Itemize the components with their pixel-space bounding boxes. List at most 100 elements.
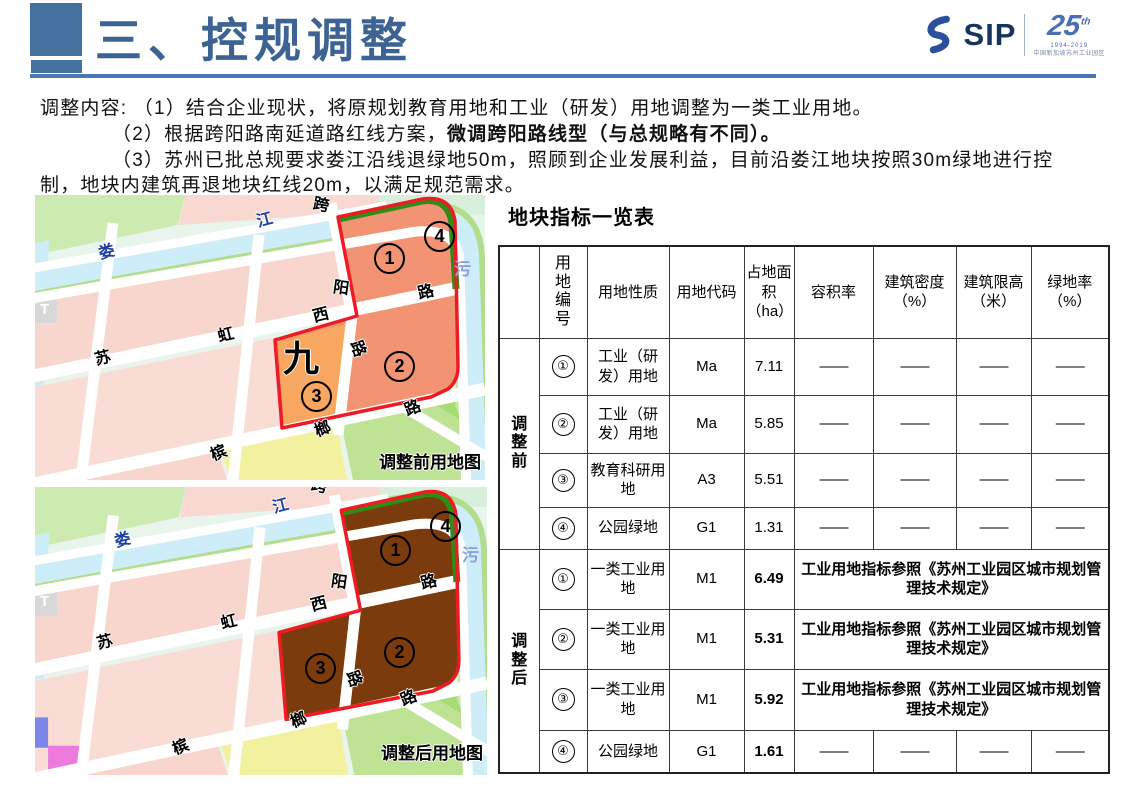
value-cell: —— xyxy=(1030,394,1110,454)
value-cell: —— xyxy=(872,452,957,508)
map-water-label: 污 xyxy=(462,546,479,565)
header-cell-plot-no: 用地编号 xyxy=(538,245,588,339)
area-cell: 5.31 xyxy=(743,608,795,670)
plot-number-1: 1 xyxy=(380,535,411,566)
area-cell: 5.92 xyxy=(743,668,795,731)
plot-number-3: 3 xyxy=(305,653,336,684)
value-cell: —— xyxy=(793,729,874,774)
table-title: 地块指标一览表 xyxy=(508,207,655,229)
value-cell: —— xyxy=(955,337,1032,396)
plot-no-cell: ③ xyxy=(538,452,588,508)
note-cell: 工业用地指标参照《苏州工业园区城市规划管理技术规定》 xyxy=(793,668,1110,731)
table-row: ④ 公园绿地 G1 1.61 —— —— —— —— xyxy=(499,729,1110,774)
nature-cell: 公园绿地 xyxy=(586,506,670,550)
nature-cell: 教育科研用地 xyxy=(586,452,670,508)
value-cell: —— xyxy=(1030,452,1110,508)
header-cell-blank xyxy=(498,245,540,339)
header-cell-height: 建筑限高（米） xyxy=(955,245,1032,339)
table-row: ③ 教育科研用地 A3 5.51 —— —— —— —— xyxy=(499,452,1110,508)
value-cell: —— xyxy=(1030,337,1110,396)
map-text-label: T xyxy=(40,301,50,318)
table-row: 调整后 ① 一类工业用地 M1 6.49 工业用地指标参照《苏州工业园区城市规划… xyxy=(498,548,1110,774)
nature-cell: 一类工业用地 xyxy=(586,668,670,731)
plot-index-table: 用地编号 用地性质 用地代码 占地面积（ha） 容积率 建筑密度（%） 建筑限高… xyxy=(498,245,1110,774)
map-water-label: 污 xyxy=(454,260,471,279)
intro-line-3: （3）苏州已批总规要求娄江沿线退绿地50m，照顾到企业发展利益，目前沿娄江地块按… xyxy=(112,150,1054,171)
value-cell: —— xyxy=(955,394,1032,454)
plot-number-4: 4 xyxy=(424,221,455,252)
code-cell: A3 xyxy=(668,452,745,508)
area-cell: 7.11 xyxy=(743,337,795,396)
map-before-caption: 调整前用地图 xyxy=(379,453,481,472)
value-cell: —— xyxy=(793,394,874,454)
header-cell-area: 占地面积（ha） xyxy=(743,245,795,339)
title-accent-bar xyxy=(31,60,82,73)
sip-logo: SIP 25th 1994-2019 中国新加坡苏州工业园区 xyxy=(920,10,1105,57)
nature-cell: 一类工业用地 xyxy=(586,548,670,610)
map-after-caption: 调整后用地图 xyxy=(381,744,483,763)
area-cell: 5.85 xyxy=(743,394,795,454)
plot-number-2: 2 xyxy=(384,351,415,382)
plot-number-1: 1 xyxy=(374,243,405,274)
table-row: ③ 一类工业用地 M1 5.92 工业用地指标参照《苏州工业园区城市规划管理技术… xyxy=(499,668,1110,731)
header-cell-green: 绿地率（%） xyxy=(1030,245,1110,339)
map-text-label: 九 xyxy=(283,338,320,379)
map-road-label: 阳 xyxy=(331,278,351,299)
page-title: 三、控规调整 xyxy=(95,14,413,67)
area-cell: 6.49 xyxy=(743,548,795,610)
sip-swirl-icon xyxy=(927,15,950,53)
value-cell: —— xyxy=(955,452,1032,508)
map-after: 娄 江 跨 阳 西 虹 苏 路 路 路 榔 槟 污 T 1 2 3 4 调整后用… xyxy=(35,487,487,775)
header-cell-code: 用地代码 xyxy=(668,245,745,339)
table-row: ② 工业（研发）用地 Ma 5.85 —— —— —— —— xyxy=(499,394,1110,454)
code-cell: Ma xyxy=(668,394,745,454)
code-cell: G1 xyxy=(668,729,745,774)
nature-cell: 公园绿地 xyxy=(586,729,670,774)
code-cell: M1 xyxy=(668,668,745,731)
header-cell-nature: 用地性质 xyxy=(586,245,670,339)
table-row: ④ 公园绿地 G1 1.31 —— —— —— —— xyxy=(499,506,1110,550)
note-cell: 工业用地指标参照《苏州工业园区城市规划管理技术规定》 xyxy=(793,608,1110,670)
map-before: 娄 江 跨 阳 西 虹 苏 路 路 路 榔 槟 九 污 T 1 2 3 4 调整… xyxy=(35,195,485,480)
plot-no-cell: ④ xyxy=(538,506,588,550)
table-row: 调整前 ① 工业（研发）用地 Ma 7.11 —— —— —— —— xyxy=(498,337,1110,550)
plot-no-cell: ① xyxy=(538,548,588,610)
code-cell: M1 xyxy=(668,548,745,610)
value-cell: —— xyxy=(955,506,1032,550)
area-cell: 1.31 xyxy=(743,506,795,550)
map-road-label: 阳 xyxy=(329,572,349,593)
code-cell: Ma xyxy=(668,337,745,396)
anniversary-number: 25th xyxy=(1046,10,1092,42)
sip-logo-text: SIP xyxy=(963,16,1017,52)
table-row: ② 一类工业用地 M1 5.31 工业用地指标参照《苏州工业园区城市规划管理技术… xyxy=(499,608,1110,670)
header-cell-density: 建筑密度（%） xyxy=(872,245,957,339)
section-label-before: 调整前 xyxy=(498,337,540,550)
intro-label: 调整内容: xyxy=(40,98,128,119)
plot-no-cell: ① xyxy=(538,337,588,396)
plot-number-3: 3 xyxy=(301,381,332,412)
map-after-graphic xyxy=(35,487,487,775)
value-cell: —— xyxy=(955,729,1032,774)
anniversary-years: 1994-2019 xyxy=(1050,43,1089,49)
anniversary-logo: 25th 1994-2019 中国新加坡苏州工业园区 xyxy=(1033,10,1105,57)
intro-line-1: 调整内容: （1）结合企业现状，将原规划教育用地和工业（研发）用地调整为一类工业… xyxy=(40,98,873,119)
value-cell: —— xyxy=(1030,729,1110,774)
code-cell: G1 xyxy=(668,506,745,550)
plot-number-2: 2 xyxy=(384,637,415,668)
plot-no-cell: ④ xyxy=(538,729,588,774)
value-cell: —— xyxy=(872,729,957,774)
nature-cell: 一类工业用地 xyxy=(586,608,670,670)
plot-no-cell: ③ xyxy=(538,668,588,731)
intro-line-2: （2）根据跨阳路南延道路红线方案，微调跨阳路线型（与总规略有不同）。 xyxy=(112,124,781,145)
logo-divider xyxy=(1024,13,1026,56)
nature-cell: 工业（研发）用地 xyxy=(586,394,670,454)
value-cell: —— xyxy=(793,506,874,550)
section-label-after: 调整后 xyxy=(498,548,540,774)
header-rule xyxy=(30,74,1096,78)
value-cell: —— xyxy=(793,452,874,508)
value-cell: —— xyxy=(872,337,957,396)
plot-no-cell: ② xyxy=(538,608,588,670)
nature-cell: 工业（研发）用地 xyxy=(586,337,670,396)
value-cell: —— xyxy=(872,506,957,550)
